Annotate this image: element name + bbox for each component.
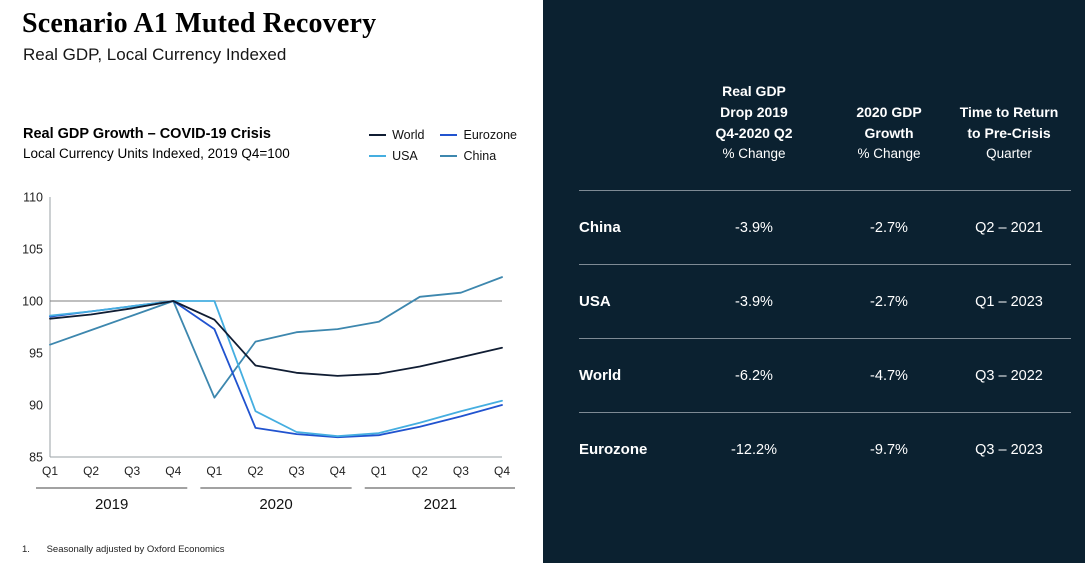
legend-line-swatch <box>369 134 387 136</box>
return-quarter-value: Q2 – 2021 <box>975 219 1043 236</box>
right-panel: Real GDP Drop 2019 Q4-2020 Q2 % Change 2… <box>543 0 1085 563</box>
table-row-china: China -3.9% -2.7% Q2 – 2021 <box>579 190 1071 264</box>
gdp-growth-value: -2.7% <box>870 219 908 236</box>
left-panel: Scenario A1 Muted Recovery Real GDP, Loc… <box>10 8 520 555</box>
table-header-gdp-growth: 2020 GDP Growth % Change <box>829 102 949 190</box>
y-tick-label: 100 <box>22 295 43 309</box>
table-header-return: Time to Return to Pre-Crisis Quarter <box>949 102 1069 190</box>
legend-label: Eurozone <box>463 128 517 142</box>
chart-title: Real GDP Growth – COVID-19 Crisis <box>23 126 271 142</box>
x-tick-label: Q2 <box>83 464 99 478</box>
footnote-text: Seasonally adjusted by Oxford Economics <box>46 544 225 555</box>
y-tick-label: 110 <box>23 191 43 205</box>
row-label: USA <box>579 293 611 310</box>
header-gdp-drop-unit: % Change <box>722 145 786 161</box>
x-tick-label: Q1 <box>42 464 58 478</box>
chart-area: 110 105 100 95 90 85 Q1 Q2 Q3 Q4 Q1 Q2 Q3 Q4 Q1 Q2 Q3 Q4 2… <box>10 185 520 533</box>
row-label: China <box>579 219 621 236</box>
header-gdp-growth-unit: % Change <box>857 145 921 161</box>
table-row-world: World -6.2% -4.7% Q3 – 2022 <box>579 338 1071 412</box>
gdp-growth-value: -4.7% <box>870 367 908 384</box>
header-return-title: Time to Return to Pre-Crisis <box>959 103 1059 141</box>
gdp-drop-value: -3.9% <box>735 293 773 310</box>
series-line-world <box>49 300 503 377</box>
table-row-usa: USA -3.9% -2.7% Q1 – 2023 <box>579 264 1071 338</box>
legend-item-usa: USA <box>369 149 424 163</box>
legend-line-swatch <box>369 155 387 157</box>
x-tick-label: Q2 <box>247 464 263 478</box>
header-gdp-growth-title: 2020 GDP Growth <box>856 103 922 141</box>
return-quarter-value: Q3 – 2023 <box>975 441 1043 458</box>
legend-label: USA <box>392 149 418 163</box>
legend-item-china: China <box>440 149 517 163</box>
year-label: 2019 <box>95 496 128 513</box>
y-tick-label: 85 <box>29 451 43 465</box>
gdp-drop-value: -12.2% <box>731 441 777 458</box>
footnote: 1. Seasonally adjusted by Oxford Economi… <box>22 544 225 555</box>
return-quarter-value: Q1 – 2023 <box>975 293 1043 310</box>
table-header-row: Real GDP Drop 2019 Q4-2020 Q2 % Change 2… <box>543 0 1085 190</box>
chart-legend: World USA Eurozone China <box>369 128 517 163</box>
x-tick-label: Q1 <box>371 464 387 478</box>
header-return-unit: Quarter <box>986 145 1032 161</box>
x-tick-label: Q4 <box>165 464 181 478</box>
slide-title: Scenario A1 Muted Recovery <box>22 8 377 39</box>
gdp-drop-value: -3.9% <box>735 219 773 236</box>
chart-subtitle: Local Currency Units Indexed, 2019 Q4=10… <box>23 146 290 161</box>
table-row-eurozone: Eurozone -12.2% -9.7% Q3 – 2023 <box>579 412 1071 486</box>
x-tick-label: Q3 <box>289 464 305 478</box>
header-gdp-drop-title: Real GDP Drop 2019 Q4-2020 Q2 <box>715 82 793 141</box>
legend-label: World <box>392 128 425 142</box>
y-tick-label: 105 <box>22 243 43 257</box>
year-label: 2021 <box>424 496 457 513</box>
x-tick-label: Q3 <box>124 464 140 478</box>
scenario-table-body: China -3.9% -2.7% Q2 – 2021 USA -3.9% -2.7% Q1 … <box>543 190 1085 486</box>
footnote-number: 1. <box>22 544 30 555</box>
x-tick-label: Q4 <box>330 464 346 478</box>
chart-header: Real GDP Growth – COVID-19 Crisis Local … <box>23 126 290 161</box>
table-header-gdp-drop: Real GDP Drop 2019 Q4-2020 Q2 % Change <box>679 81 829 190</box>
table-header-spacer <box>579 164 679 190</box>
legend-item-eurozone: Eurozone <box>440 128 517 142</box>
year-label: 2020 <box>259 496 292 513</box>
x-tick-label: Q2 <box>412 464 428 478</box>
return-quarter-value: Q3 – 2022 <box>975 367 1043 384</box>
gdp-growth-value: -2.7% <box>870 293 908 310</box>
legend-label: China <box>463 149 497 163</box>
slide-subtitle: Real GDP, Local Currency Indexed <box>23 45 287 64</box>
gdp-growth-value: -9.7% <box>870 441 908 458</box>
legend-line-swatch <box>440 155 458 157</box>
x-tick-label: Q4 <box>494 464 510 478</box>
series-line-china <box>49 276 503 399</box>
legend-line-swatch <box>440 134 458 136</box>
y-tick-label: 95 <box>29 347 43 361</box>
x-tick-label: Q3 <box>453 464 469 478</box>
row-label: World <box>579 367 622 384</box>
x-tick-label: Q1 <box>206 464 222 478</box>
y-tick-label: 90 <box>29 399 43 413</box>
legend-item-world: World <box>369 128 424 142</box>
series-line-usa <box>49 300 503 438</box>
gdp-drop-value: -6.2% <box>735 367 773 384</box>
row-label: Eurozone <box>579 441 648 458</box>
